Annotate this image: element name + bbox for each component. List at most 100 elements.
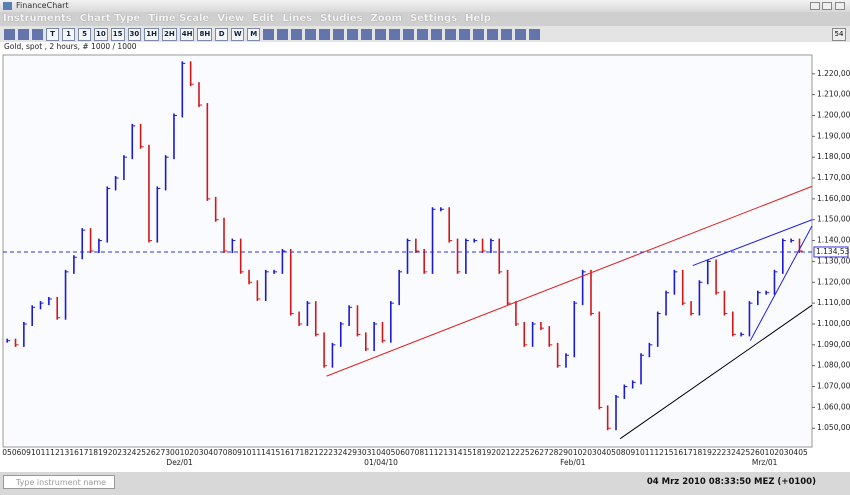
toolbar-icon[interactable] [18,28,29,40]
x-tick-label: 22 [712,448,722,457]
toolbar-icon[interactable] [277,28,289,40]
x-tick-label: 04 [376,448,386,457]
close-button[interactable] [835,2,845,10]
toolbar-icon[interactable] [445,28,457,40]
timescale-button[interactable]: D [215,27,229,41]
chart-title: Gold, spot , 2 hours, # 1000 / 1000 [4,42,137,51]
x-tick-label: 18 [89,448,99,457]
toolbar-icon[interactable] [375,28,387,40]
y-tick-label: 1.170,00 [817,173,850,182]
x-tick-label: 13 [60,448,70,457]
x-tick-label: 05 [2,448,12,457]
x-tick-label: 08 [616,448,626,457]
x-tick-label: 03 [194,448,204,457]
x-tick-label: 11 [424,448,434,457]
x-tick-label: 09 [232,448,242,457]
instrument-search[interactable]: Type instrument name [3,475,115,489]
x-tick-label: 02 [769,448,779,457]
x-tick-label: 05 [798,448,808,457]
toolbar-icon[interactable] [473,28,485,40]
toolbar-icon[interactable] [361,28,373,40]
status-datetime: 04 Mrz 2010 08:33:50 MEZ (+0100) [646,477,816,487]
trend-line [692,219,813,267]
timescale-button[interactable]: 5 [78,27,91,41]
toolbar-icon[interactable] [347,28,359,40]
timescale-button[interactable]: 15 [110,27,125,41]
minimize-button[interactable] [810,2,820,10]
toolbar-icon[interactable] [4,28,15,40]
maximize-button[interactable] [822,2,832,10]
y-tick-label: 1.100,00 [817,319,850,328]
x-tick-label: 03 [779,448,789,457]
y-tick-label: 1.180,00 [817,152,850,161]
timescale-button[interactable]: 30 [127,27,142,41]
toolbar-icon[interactable] [515,28,527,40]
timescale-button[interactable]: M [247,27,261,41]
toolbar-icon[interactable] [459,28,471,40]
timescale-button[interactable]: 1 [62,27,75,41]
x-tick-label: 17 [683,448,693,457]
toolbar-icon[interactable] [487,28,499,40]
toolbar-icon[interactable] [529,28,541,40]
x-tick-label: 07 [405,448,415,457]
x-tick-label: 18 [300,448,310,457]
toolbar-icon[interactable] [319,28,331,40]
menu-item[interactable]: Studies [320,13,363,24]
menu-item[interactable]: View [217,13,245,24]
menu-item[interactable]: Time Scale [148,13,210,24]
y-tick-label: 1.160,00 [817,194,850,203]
menu-item[interactable]: Lines [282,13,313,24]
x-tick-label: 31 [367,448,377,457]
badge[interactable]: 54 [832,28,846,41]
toolbar-icon[interactable] [32,28,43,40]
timescale-button[interactable]: 2H [161,27,177,41]
menu-item[interactable]: Settings [409,13,458,24]
timescale-button[interactable]: 8H [197,27,213,41]
menu-item[interactable]: Zoom [370,13,402,24]
x-tick-label: 29 [347,448,357,457]
x-tick-label: 05 [606,448,616,457]
toolbar-icon[interactable] [403,28,415,40]
y-tick-label: 1.070,00 [817,382,850,391]
toolbar-icon[interactable] [389,28,401,40]
x-tick-label: 19 [98,448,108,457]
status-bar: Type instrument name 04 Mrz 2010 08:33:5… [0,472,850,495]
toolbar-icon[interactable] [291,28,303,40]
toolbar-icon[interactable] [431,28,443,40]
x-tick-label: 10 [31,448,41,457]
menu-item[interactable]: Edit [252,13,275,24]
y-tick-label: 1.130,00 [817,256,850,265]
y-tick-label: 1.120,00 [817,277,850,286]
menu-item[interactable]: Chart Type [79,13,141,24]
toolbar-icon[interactable] [305,28,317,40]
x-tick-label: 20 [491,448,501,457]
x-tick-label: 16 [280,448,290,457]
last-price-box [813,246,849,258]
x-tick-label: 12 [434,448,444,457]
menu-item[interactable]: Instruments [3,13,72,24]
timescale-button[interactable]: W [231,27,245,41]
y-tick-label: 1.150,00 [817,215,850,224]
x-tick-label: 06 [12,448,22,457]
timescale-button[interactable]: T [46,27,59,41]
timescale-button[interactable]: 10 [94,27,108,41]
timescale-button[interactable]: 1H [144,27,159,41]
toolbar-icon[interactable] [417,28,429,40]
toolbar-icon[interactable] [333,28,345,40]
toolbar-icon[interactable] [501,28,513,40]
x-tick-label: 17 [290,448,300,457]
menu-bar: Instruments Chart Type Time Scale View Edit L… [0,12,850,26]
x-tick-label: 03 [587,448,597,457]
y-tick-label: 1.050,00 [817,423,850,432]
title-bar: FinanceChart [0,0,850,12]
x-tick-label: 24 [127,448,137,457]
timescale-button[interactable]: 4H [179,27,195,41]
toolbar-icon[interactable] [263,28,275,40]
menu-item[interactable]: Help [465,13,491,24]
x-tick-label: 30 [165,448,175,457]
x-tick-label: 19 [482,448,492,457]
x-month-label: 01/04/10 [364,458,398,467]
x-month-label: Mrz/01 [752,458,778,467]
x-tick-label: 27 [156,448,166,457]
